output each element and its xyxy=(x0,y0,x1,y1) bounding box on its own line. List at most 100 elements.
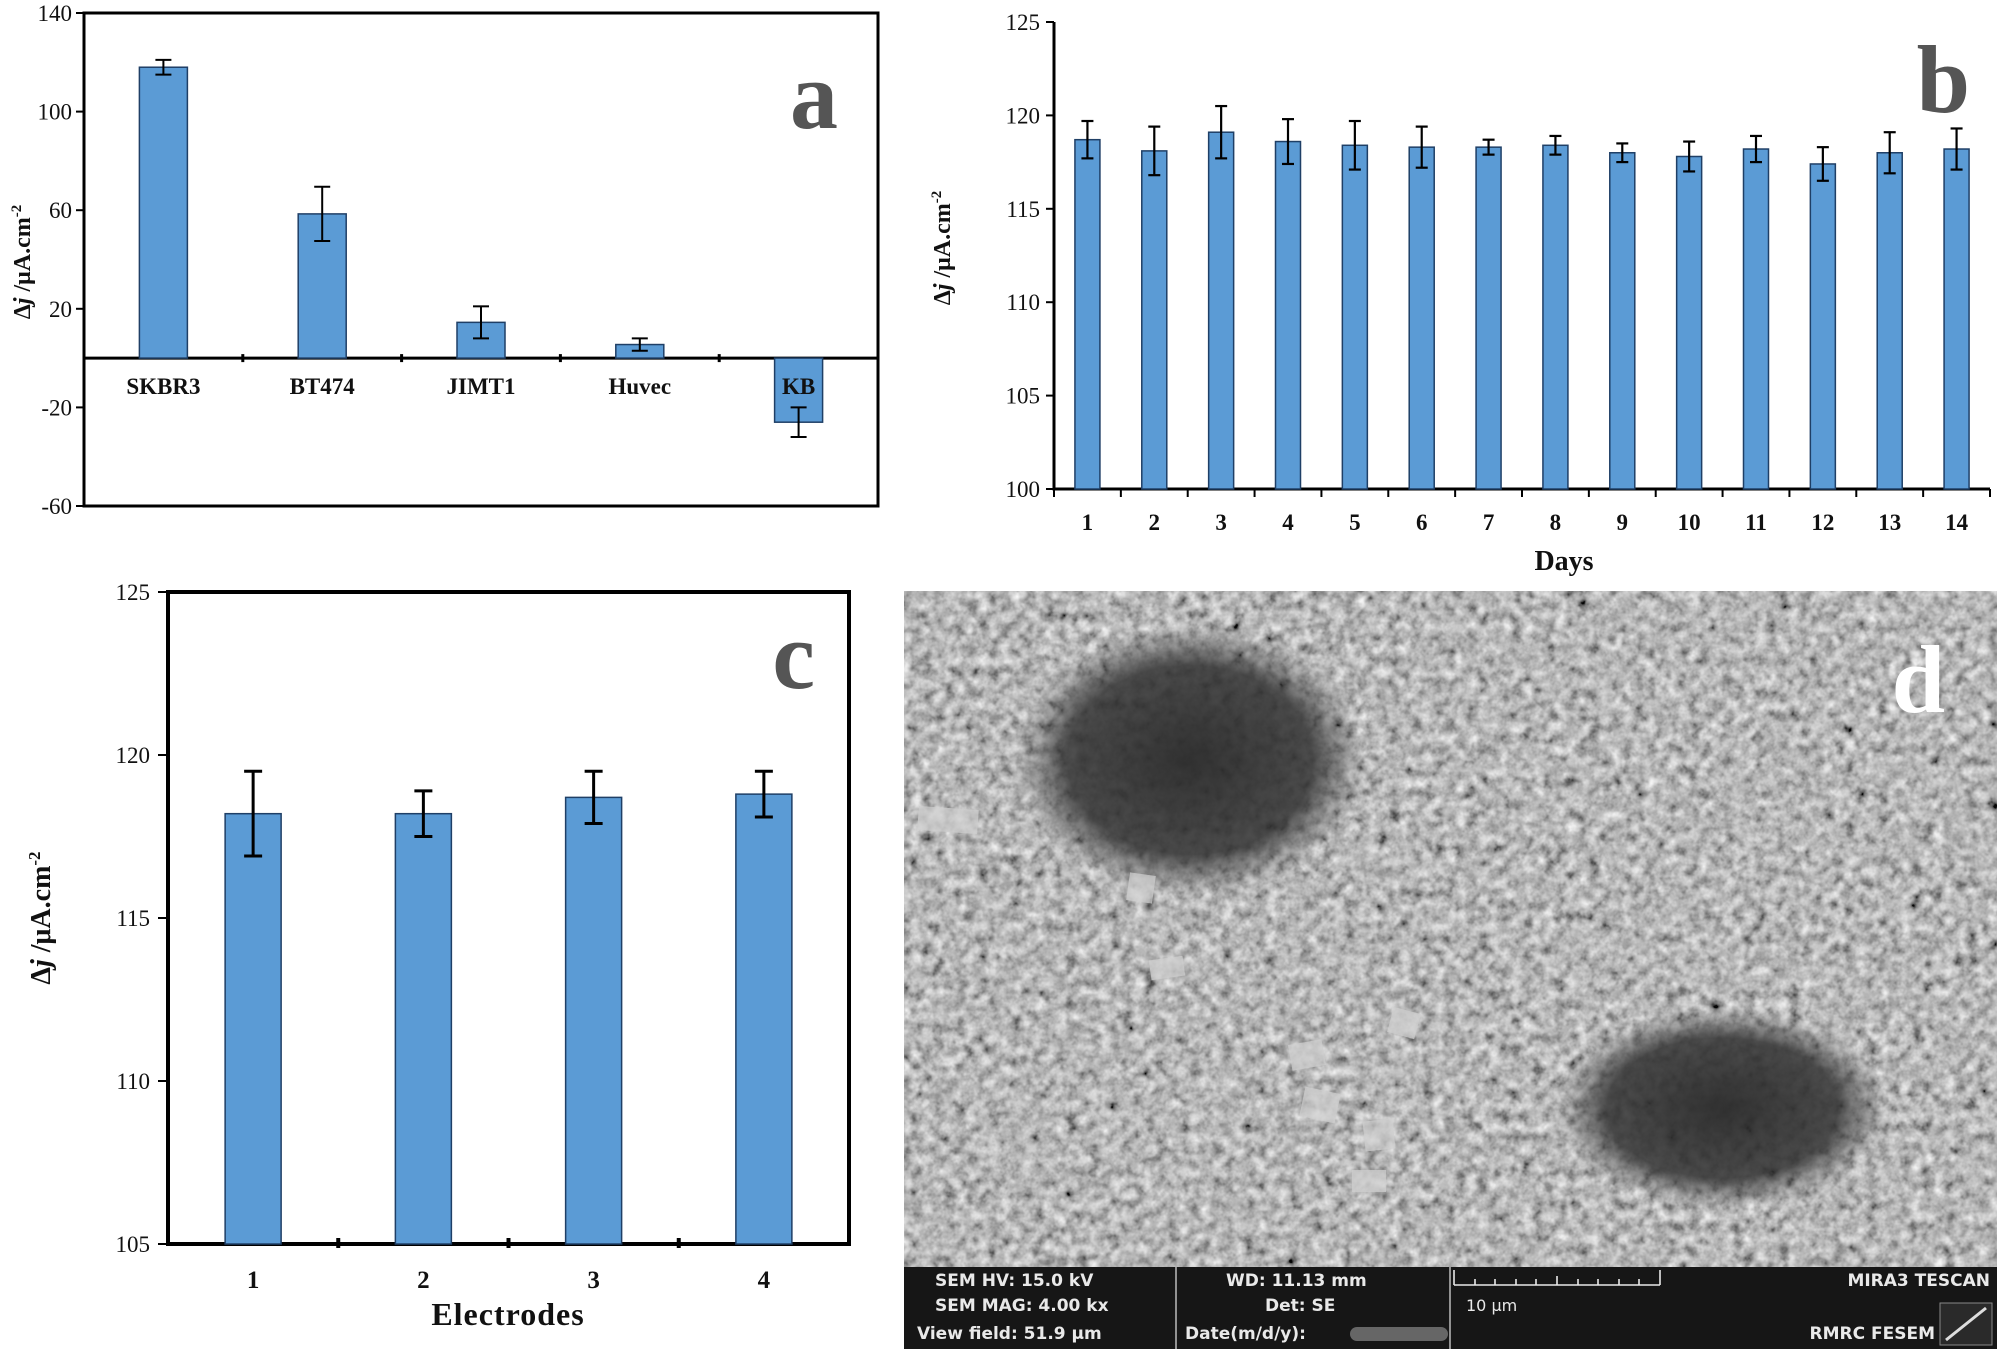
sem-lab: RMRC FESEM xyxy=(1810,1324,1936,1344)
x-category-label: 7 xyxy=(1483,510,1495,535)
y-tick-label: 20 xyxy=(49,297,72,322)
panel-c-y-axis: 105 110 115 120 125 xyxy=(116,580,168,1257)
x-category-label: 2 xyxy=(1149,510,1161,535)
y-tick-label: 105 xyxy=(1006,384,1041,409)
sem-view-field: View field: 51.9 μm xyxy=(917,1324,1102,1344)
x-category-label: 9 xyxy=(1617,510,1629,535)
x-category-label: 3 xyxy=(587,1267,600,1294)
bar xyxy=(1542,144,1569,490)
bar xyxy=(1943,148,1970,490)
x-category-label: 8 xyxy=(1550,510,1562,535)
y-tick-label: 110 xyxy=(1006,290,1040,315)
bar xyxy=(1809,163,1837,490)
panel-c-xlabel: Electrodes xyxy=(431,1296,584,1332)
sem-crystal xyxy=(1387,1006,1421,1040)
x-category-label: 12 xyxy=(1811,510,1834,535)
sem-crystals xyxy=(917,805,1421,1192)
x-category-label: 13 xyxy=(1878,510,1901,535)
sem-crystal xyxy=(1288,1039,1326,1071)
x-category-label: JIMT1 xyxy=(447,374,516,399)
bar xyxy=(1141,150,1168,490)
x-category-label: 4 xyxy=(1282,510,1294,535)
y-tick-label: 120 xyxy=(1006,103,1041,128)
panel-b-xlabel: Days xyxy=(1534,546,1593,577)
sem-brand: MIRA3 TESCAN xyxy=(1847,1271,1990,1291)
bar xyxy=(1341,144,1369,490)
ylabel-j: j xyxy=(10,297,36,308)
x-category-label: SKBR3 xyxy=(126,374,200,399)
panel-a-y-axis: -60 -20 20 60 100 140 xyxy=(38,1,84,519)
x-category-label: 3 xyxy=(1215,510,1227,535)
panel-a-frame xyxy=(82,11,880,508)
x-category-label: 5 xyxy=(1349,510,1361,535)
bar xyxy=(138,66,189,359)
sem-scale-label: 10 μm xyxy=(1466,1296,1517,1315)
bar xyxy=(1074,138,1101,490)
bar xyxy=(394,812,453,1245)
x-category-label: 14 xyxy=(1945,510,1969,535)
panel-c: 105 110 115 120 125 1 2 3 4 Δj /μA.cm-2 Electro… xyxy=(25,580,851,1332)
bar xyxy=(1207,131,1235,490)
panel-a-label: a xyxy=(790,42,838,149)
y-tick-label: 125 xyxy=(1006,10,1041,35)
sem-crystal xyxy=(1299,1086,1341,1124)
ylabel-delta: Δ xyxy=(26,967,57,985)
bar xyxy=(1742,148,1770,490)
x-category-label: Huvec xyxy=(608,374,671,399)
sem-scale-bar xyxy=(1453,1270,1661,1286)
y-tick-label: 115 xyxy=(1006,197,1040,222)
panel-b-y-axis: 100 105 110 115 120 125 xyxy=(1006,10,1054,502)
sem-crystal xyxy=(1126,872,1156,904)
ylabel-sup: -2 xyxy=(25,851,44,865)
y-tick-label: 120 xyxy=(116,743,151,768)
bar xyxy=(735,793,793,1245)
y-tick-label: 140 xyxy=(38,1,73,26)
x-category-label: KB xyxy=(782,374,815,399)
bar xyxy=(1675,155,1703,490)
ylabel-unit: /μA.cm xyxy=(930,203,956,283)
panel-d-sem-image: d SEM HV: 15.0 kV SEM MAG: 4.00 kx View … xyxy=(904,591,1997,1349)
sem-date-redacted xyxy=(1350,1327,1448,1341)
panel-b-axes xyxy=(1052,22,1990,491)
y-tick-label: 105 xyxy=(116,1232,151,1257)
sem-crystal xyxy=(917,805,979,835)
x-category-label: 2 xyxy=(417,1267,430,1294)
sem-hv: SEM HV: 15.0 kV xyxy=(935,1271,1094,1291)
bar xyxy=(1408,146,1435,490)
y-tick-label: 125 xyxy=(116,580,151,605)
bar xyxy=(1274,140,1302,490)
x-category-label: 4 xyxy=(758,1267,771,1294)
ylabel-sup: -2 xyxy=(9,205,25,218)
y-tick-label: 100 xyxy=(1006,477,1041,502)
y-tick-label: 100 xyxy=(38,100,73,125)
sem-crystal xyxy=(1148,955,1186,981)
panel-b-label: b xyxy=(1917,26,1970,133)
y-tick-label: 110 xyxy=(116,1069,150,1094)
panel-a-bars: SKBR3 BT474 JIMT1 Huvec KB xyxy=(84,58,878,438)
panel-b-ylabel: Δj /μA.cm-2 xyxy=(929,191,956,305)
bar xyxy=(456,321,506,359)
panel-a-ylabel: Δj /μA.cm-2 xyxy=(9,205,36,319)
x-category-label: 11 xyxy=(1745,510,1767,535)
panel-c-bars: 1 2 3 4 xyxy=(224,769,793,1294)
bar xyxy=(564,796,623,1245)
sem-mag: SEM MAG: 4.00 kx xyxy=(935,1296,1109,1316)
x-category-label: 10 xyxy=(1678,510,1701,535)
ylabel-unit: /μA.cm xyxy=(10,217,36,297)
sem-cell-1 xyxy=(1015,625,1365,895)
sem-crystal xyxy=(1362,1118,1396,1152)
sem-date: Date(m/d/y): xyxy=(1185,1324,1306,1344)
y-tick-label: -20 xyxy=(41,395,72,420)
panel-c-label: c xyxy=(772,602,815,709)
panel-d-label: d xyxy=(1892,626,1945,733)
y-tick-label: 115 xyxy=(116,906,150,931)
bar xyxy=(224,812,282,1245)
ylabel-delta: Δ xyxy=(930,290,956,305)
x-category-label: 1 xyxy=(247,1267,260,1294)
ylabel-delta: Δ xyxy=(10,304,36,319)
sem-det: Det: SE xyxy=(1265,1296,1335,1316)
sem-cell-2 xyxy=(1557,1008,1887,1208)
